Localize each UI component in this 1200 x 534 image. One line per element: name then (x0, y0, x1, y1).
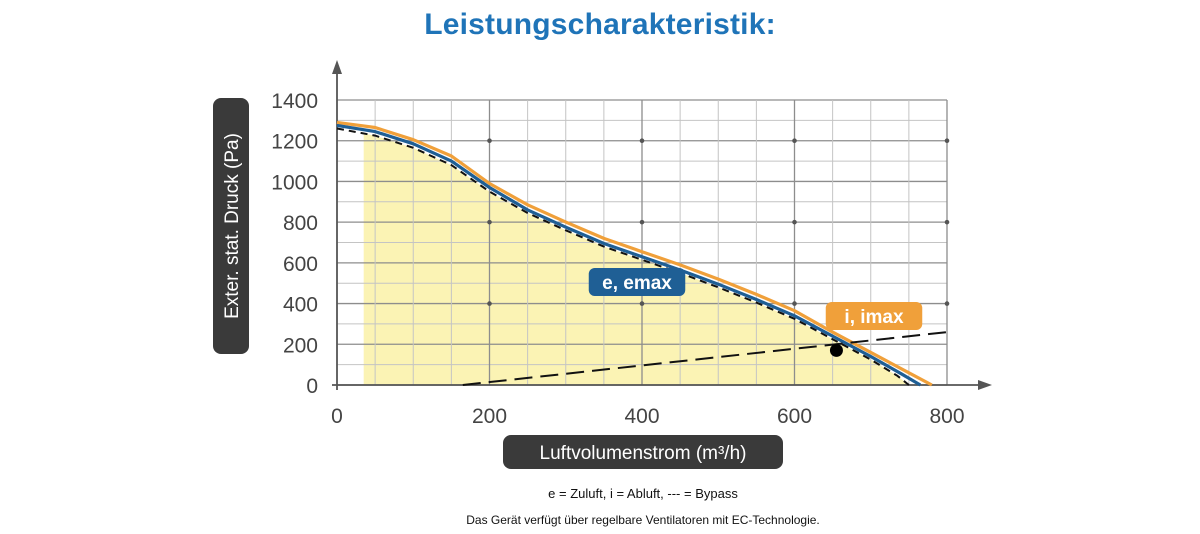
y-tick-label: 800 (283, 212, 318, 235)
y-tick-label: 0 (306, 375, 318, 398)
y-axis-label-text: Exter. stat. Druck (Pa) (222, 133, 243, 319)
x-axis-label: Luftvolumenstrom (m³/h) (503, 435, 783, 469)
grid-node (639, 219, 645, 225)
label-i-imax-bg (825, 302, 923, 330)
x-tick-label: 400 (624, 405, 659, 428)
y-axis-label: Exter. stat. Druck (Pa) (213, 98, 249, 354)
chart-title: Leistungscharakteristik: (424, 8, 776, 41)
series-labels: e, emax i, imax (588, 268, 923, 330)
x-axis-label-text: Luftvolumenstrom (m³/h) (540, 443, 747, 464)
y-tick-label: 1400 (271, 90, 318, 113)
tick-labels: 0 200 400 600 800 1000 1200 1400 0 200 400 600 800 (271, 90, 964, 428)
shaded-operating-area (363, 133, 909, 385)
y-tick-label: 400 (283, 294, 318, 317)
label-i-imax: i, imax (825, 302, 923, 330)
y-axis-arrow (332, 60, 342, 74)
label-e-emax: e, emax (588, 268, 686, 296)
x-tick-label: 0 (331, 405, 343, 428)
grid-node (487, 219, 492, 225)
y-tick-label: 1000 (271, 171, 318, 194)
ec-technology-note: Das Gerät verfügt über regelbare Ventila… (466, 513, 820, 527)
grid-node (944, 301, 950, 306)
series-line-bypass (462, 331, 948, 386)
x-axis-arrow (978, 380, 992, 390)
grid-node (944, 138, 950, 144)
x-tick-label: 200 (472, 405, 507, 428)
operating-point (829, 343, 843, 357)
grid-node (487, 138, 492, 144)
operating-point-dot (829, 343, 843, 357)
legend-explanation: e = Zuluft, i = Abluft, --- = Bypass (548, 486, 738, 501)
series-line-short-dash (336, 127, 910, 386)
grid-node (639, 138, 645, 144)
shaded-area (363, 133, 909, 385)
y-tick-label: 1200 (271, 131, 318, 154)
x-axis-label-bg (503, 435, 783, 469)
y-tick-label: 600 (283, 253, 318, 276)
x-tick-label: 800 (929, 405, 964, 428)
grid-node (792, 138, 797, 144)
x-tick-label: 600 (777, 405, 812, 428)
series-lines (336, 120, 948, 387)
y-axis-label-bg (213, 98, 249, 354)
axis-labels: Exter. stat. Druck (Pa) Luftvolumenstrom … (213, 98, 783, 469)
grid-node (792, 219, 797, 225)
label-e-emax-bg (588, 268, 686, 296)
grid-node (792, 301, 797, 306)
series-line-e-emax (336, 123, 922, 387)
grid-node (487, 301, 492, 306)
grid-node (639, 301, 645, 306)
grid-node (944, 219, 950, 225)
label-i-imax-text: i, imax (844, 307, 904, 328)
y-tick-label: 200 (283, 334, 318, 357)
label-e-emax-text: e, emax (602, 273, 672, 294)
series-line-i-imax (336, 120, 933, 387)
